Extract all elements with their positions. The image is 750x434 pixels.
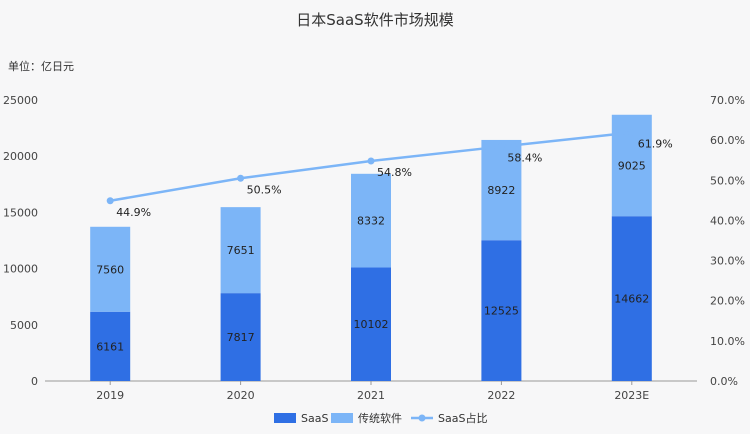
- bar-saas: [220, 293, 261, 381]
- bar-label-traditional-software: 9025: [618, 159, 646, 172]
- right-tick-label: 70.0%: [710, 94, 745, 107]
- saas-share-point: [497, 143, 505, 151]
- bar-traditional-software: [90, 226, 131, 312]
- saas-share-point: [106, 197, 114, 205]
- left-y-axis: 0 5000 10000 15000 20000 25000: [3, 94, 38, 388]
- x-tick-label: 2021: [357, 389, 385, 402]
- legend-swatch-saas: [274, 413, 296, 423]
- x-tick-label: 2019: [96, 389, 124, 402]
- legend-label: SaaS: [301, 412, 328, 425]
- right-tick-label: 20.0%: [710, 295, 745, 308]
- saas-share-label: 54.8%: [377, 166, 412, 179]
- bar-traditional-software: [351, 173, 391, 268]
- right-tick-label: 10.0%: [710, 335, 745, 348]
- right-tick-label: 60.0%: [710, 134, 745, 147]
- legend: SaaS 传统软件 SaaS占比: [274, 411, 487, 425]
- left-tick-label: 5000: [10, 319, 38, 332]
- legend-marker-saas-share: [418, 414, 426, 422]
- x-tick-label: 2020: [227, 389, 255, 402]
- right-tick-label: 40.0%: [710, 214, 745, 227]
- bar-label-traditional-software: 8922: [487, 184, 515, 197]
- saas-share-label: 61.9%: [638, 138, 673, 151]
- saas-share-label: 58.4%: [507, 152, 542, 165]
- saas-share-point: [628, 129, 636, 137]
- bar-traditional-software: [481, 139, 522, 241]
- right-tick-label: 0.0%: [710, 375, 738, 388]
- line-layer: 44.9% 50.5% 54.8% 58.4% 61.9%: [106, 129, 673, 219]
- bar-label-saas: 6161: [96, 340, 124, 353]
- right-y-axis: 0.0% 10.0% 20.0% 30.0% 40.0% 50.0% 60.0% 70.0%: [710, 94, 745, 388]
- saas-share-point: [237, 174, 245, 182]
- left-tick-label: 0: [31, 375, 38, 388]
- bar-label-traditional-software: 7560: [96, 263, 124, 276]
- bar-label-traditional-software: 8332: [357, 215, 385, 228]
- bar-label-traditional-software: 7651: [227, 244, 255, 257]
- left-tick-label: 20000: [3, 150, 38, 163]
- unit-label: 单位：亿日元: [8, 59, 74, 73]
- bar-saas: [611, 216, 652, 381]
- left-tick-label: 25000: [3, 94, 38, 107]
- chart-title: 日本SaaS软件市场规模: [296, 11, 453, 29]
- legend-swatch-traditional-software: [331, 413, 353, 423]
- right-tick-label: 30.0%: [710, 255, 745, 268]
- bar-saas: [90, 311, 131, 381]
- x-tick-label: 2023E: [614, 389, 649, 402]
- bar-label-saas: 14662: [614, 293, 649, 306]
- saas-share-point: [367, 157, 375, 165]
- bar-traditional-software: [220, 207, 261, 294]
- bar-saas: [351, 267, 391, 381]
- bar-saas: [481, 240, 522, 381]
- bar-label-saas: 12525: [484, 305, 519, 318]
- saas-share-label: 44.9%: [116, 206, 151, 219]
- legend-label: SaaS占比: [438, 411, 487, 425]
- left-tick-label: 10000: [3, 263, 38, 276]
- x-axis: 2019 2020 2021 2022 2023E: [45, 380, 697, 402]
- left-tick-label: 15000: [3, 206, 38, 219]
- bar-label-saas: 10102: [354, 318, 389, 331]
- bars-layer: 6161 7560 7817 7651 10102 8332 12525 8922 14662 9…: [90, 114, 652, 381]
- bar-label-saas: 7817: [227, 331, 255, 344]
- legend-label: 传统软件: [358, 411, 402, 425]
- right-tick-label: 50.0%: [710, 174, 745, 187]
- saas-share-label: 50.5%: [247, 183, 282, 196]
- x-tick-label: 2022: [487, 389, 515, 402]
